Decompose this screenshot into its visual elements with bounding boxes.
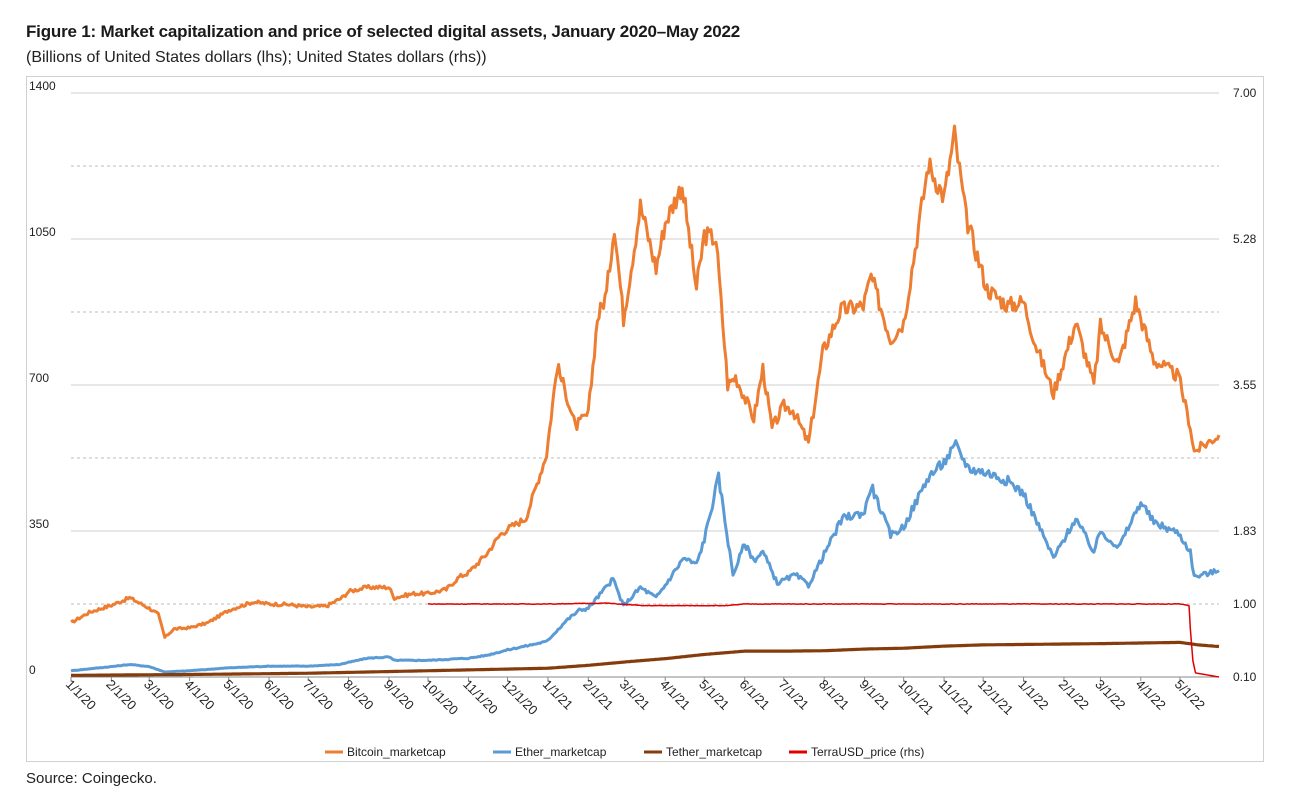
y-left-tick-label: 1050 [29, 225, 56, 239]
x-tick-label: 9/1/20 [381, 677, 417, 713]
x-tick-label: 1/1/21 [540, 677, 576, 713]
x-tick-label: 12/1/21 [975, 677, 1016, 718]
x-tick-label: 6/1/20 [261, 677, 297, 713]
x-tick-label: 7/1/20 [300, 677, 336, 713]
legend-label: Ether_marketcap [515, 745, 607, 759]
x-tick-label: 8/1/21 [816, 677, 852, 713]
series-line-tethermarketcap [71, 640, 1220, 677]
chart-svg: 0 350 700 1050 1400 0.10 1.00 1.83 3.55 5.28 7.00 1… [29, 79, 1257, 759]
x-tick-label: 5/1/21 [696, 677, 732, 713]
x-tick-label: 3/1/22 [1092, 677, 1128, 713]
x-tick-label: 2/1/22 [1056, 677, 1092, 713]
x-tick-label: 1/1/22 [1015, 677, 1051, 713]
y-left-tick-label: 0 [29, 663, 36, 677]
y-right-tick-label: 3.55 [1233, 378, 1257, 392]
source-note: Source: Coingecko. [26, 770, 157, 787]
x-tick-label: 1/1/20 [63, 677, 99, 713]
legend-label: Bitcoin_marketcap [347, 745, 446, 759]
x-tick-label: 10/1/20 [420, 677, 461, 718]
y-left-tick-label: 350 [29, 517, 49, 531]
x-tick-label: 11/1/21 [936, 677, 977, 718]
y-right-tick-label: 7.00 [1233, 86, 1257, 100]
x-tick-label: 8/1/20 [340, 677, 376, 713]
x-tick-label: 3/1/21 [617, 677, 653, 713]
y-right-tick-label: 5.28 [1233, 232, 1257, 246]
figure-title: Figure 1: Market capitalization and pric… [26, 22, 741, 41]
x-tick-label: 7/1/21 [776, 677, 812, 713]
x-tick-label: 2/1/20 [103, 677, 139, 713]
x-tick-label: 4/1/21 [657, 677, 693, 713]
y-left-tick-label: 1400 [29, 79, 56, 93]
x-tick-label: 10/1/21 [896, 677, 937, 718]
x-tick-label: 12/1/20 [499, 677, 540, 718]
x-tick-label: 5/1/22 [1172, 677, 1208, 713]
figure-subtitle: (Billions of United States dollars (lhs)… [26, 49, 487, 66]
y-left-tick-label: 700 [29, 371, 49, 385]
x-tick-label: 3/1/20 [141, 677, 177, 713]
x-tick-label: 5/1/20 [221, 677, 257, 713]
series-line-terrausdpricerhs [428, 602, 1220, 678]
chart-frame: 0 350 700 1050 1400 0.10 1.00 1.83 3.55 5.28 7.00 1… [26, 76, 1264, 762]
y-right-tick-label: 1.00 [1233, 597, 1257, 611]
x-tick-label: 11/1/20 [460, 677, 501, 718]
legend-label: Tether_marketcap [666, 745, 762, 759]
y-right-tick-label: 0.10 [1233, 670, 1257, 684]
x-tick-label: 9/1/21 [856, 677, 892, 713]
y-right-tick-label: 1.83 [1233, 524, 1257, 538]
x-tick-label: 4/1/22 [1133, 677, 1169, 713]
series-line-bitcoinmarketcap [70, 124, 1221, 639]
x-tick-label: 4/1/20 [181, 677, 217, 713]
legend-label: TerraUSD_price (rhs) [811, 745, 924, 759]
series-line-ethermarketcap [70, 439, 1220, 674]
x-tick-label: 6/1/21 [737, 677, 773, 713]
x-tick-label: 2/1/21 [580, 677, 616, 713]
